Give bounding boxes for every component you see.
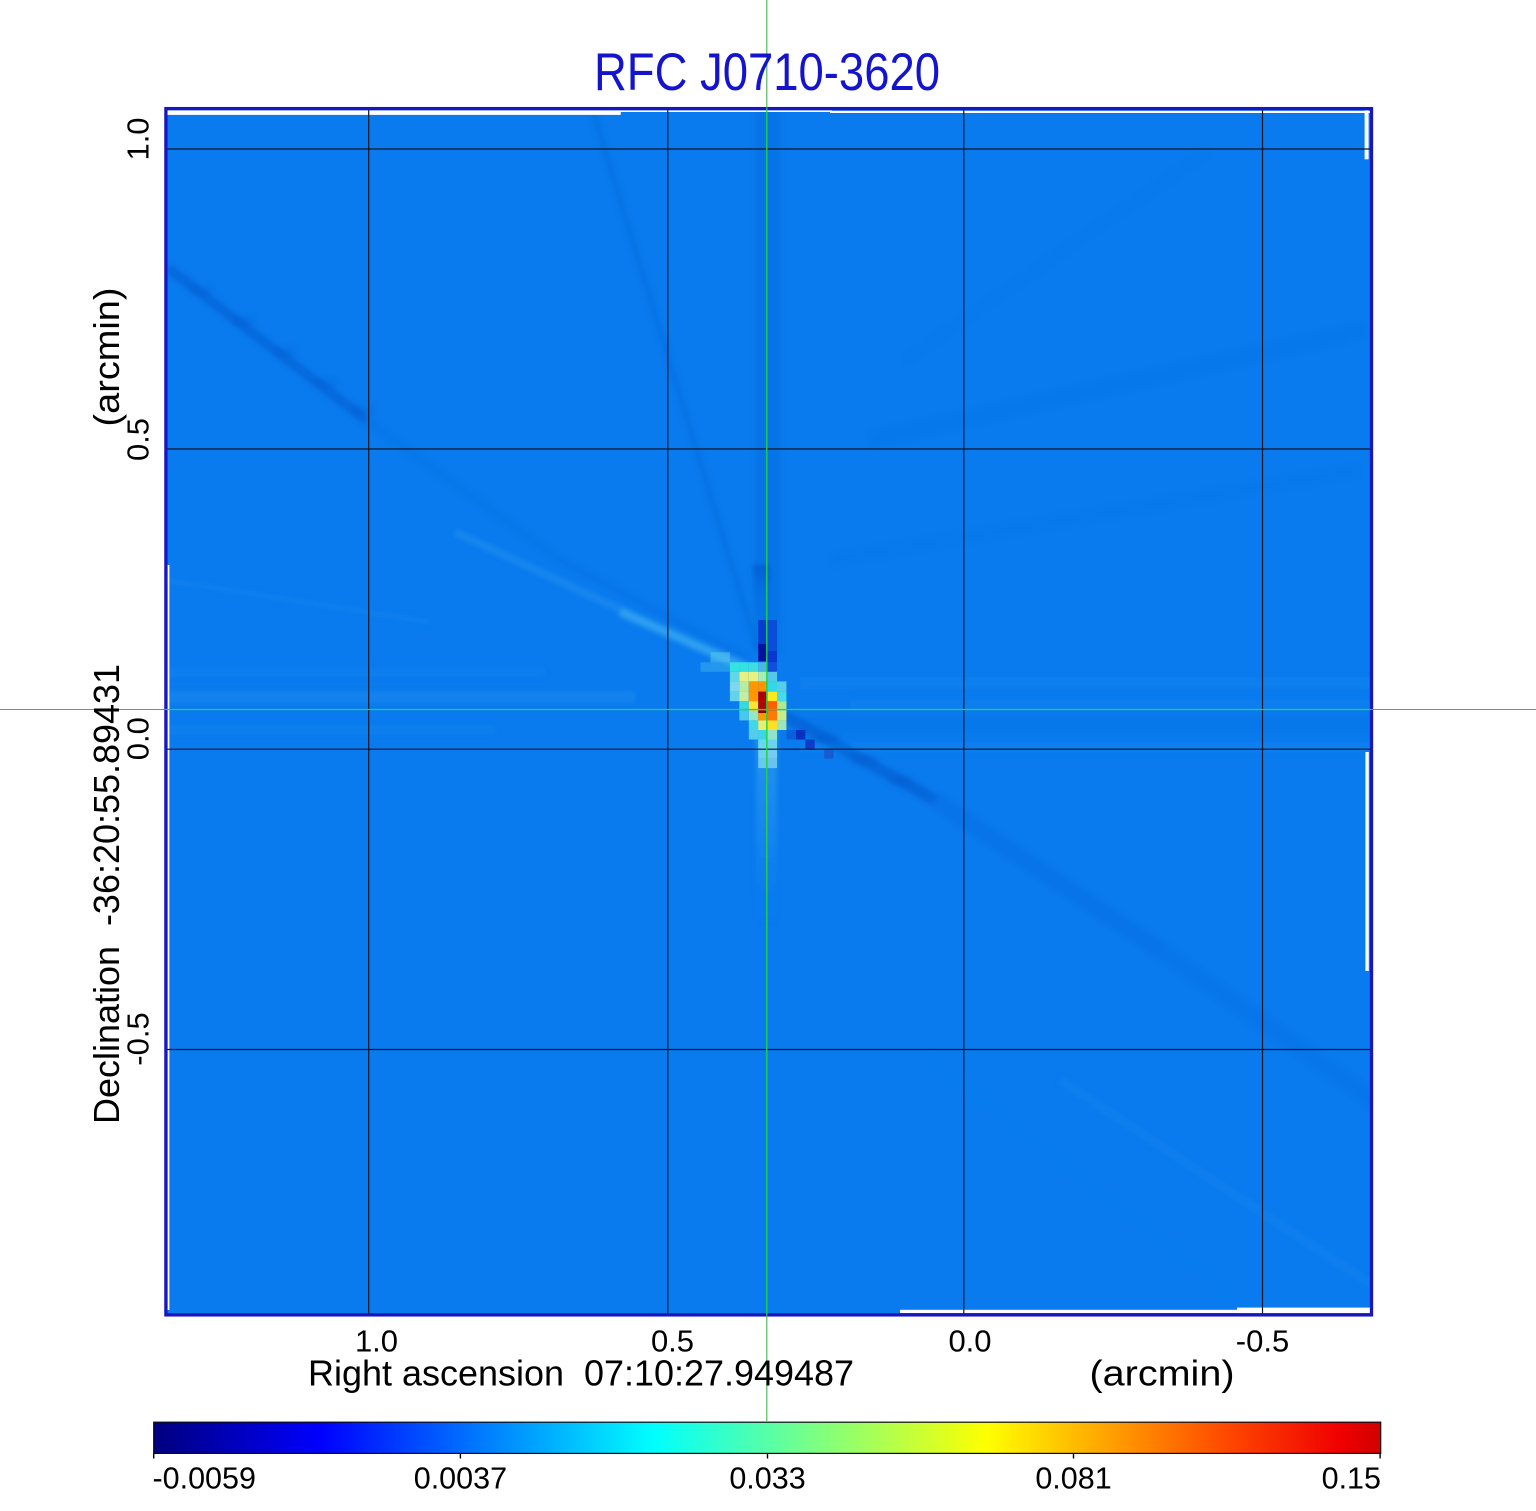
svg-text:1.0: 1.0 [355,1324,398,1359]
svg-text:Right ascension 07:10:27.9494: Right ascension 07:10:27.949487 [308,1353,854,1394]
svg-text:(arcmin): (arcmin) [86,288,127,427]
svg-text:(arcmin): (arcmin) [1090,1353,1235,1394]
svg-text:RFC J0710-3620: RFC J0710-3620 [594,43,940,102]
svg-text:0.033: 0.033 [729,1462,805,1496]
svg-text:0.5: 0.5 [651,1324,694,1359]
svg-text:0.081: 0.081 [1035,1462,1111,1496]
svg-text:1.0: 1.0 [121,117,156,160]
svg-text:0.0: 0.0 [121,717,156,760]
svg-text:0.5: 0.5 [121,418,156,461]
svg-text:Declination -36:20:55.89431: Declination -36:20:55.89431 [86,664,127,1124]
svg-text:0.0037: 0.0037 [414,1462,507,1496]
svg-text:-0.0059: -0.0059 [153,1462,256,1496]
svg-text:0.0: 0.0 [948,1324,991,1359]
svg-text:-0.5: -0.5 [1236,1324,1289,1359]
svg-text:0.15: 0.15 [1322,1462,1381,1496]
svg-text:-0.5: -0.5 [121,1012,156,1065]
